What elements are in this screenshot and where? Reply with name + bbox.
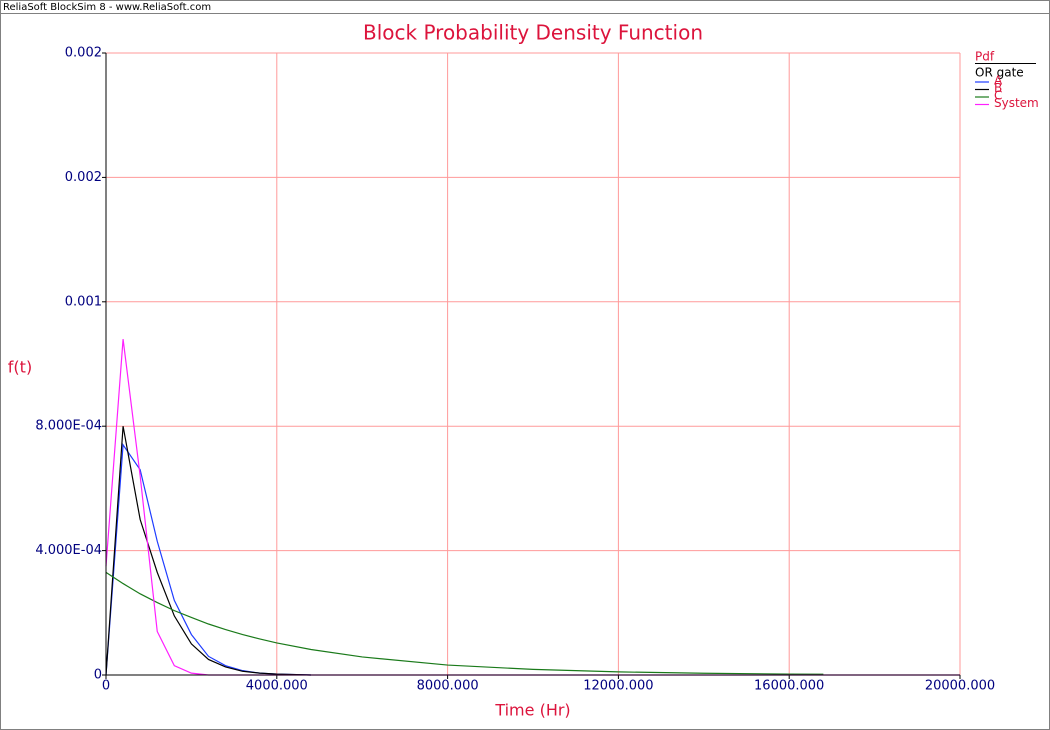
x-tick-label: 12000.000 [583,679,653,694]
legend-label: System [994,96,1039,110]
window-title: ReliaSoft BlockSim 8 - www.ReliaSoft.com [3,2,211,13]
x-tick-label: 0 [102,679,110,694]
x-tick-label: 20000.000 [925,679,995,694]
legend-title: Pdf [975,50,995,64]
y-tick-label: 0.002 [65,46,102,61]
series-line [105,571,824,675]
legend-subtitle: OR gate [975,66,1024,80]
x-axis-label: Time (Hr) [494,701,570,720]
legend-label: B [994,81,1002,95]
x-tick-label: 8000.000 [417,679,479,694]
y-tick-label: 0.002 [65,170,102,185]
y-tick-label: 4.000E-04 [35,543,102,558]
series-line [105,426,311,676]
y-tick-label: 0.001 [65,294,102,309]
y-tick-label: 8.000E-04 [35,419,102,434]
x-tick-label: 4000.000 [246,679,308,694]
legend-label: A [994,74,1003,88]
y-axis-label: f(t) [8,358,32,377]
chart-title: Block Probability Density Function [363,21,703,45]
x-tick-label: 16000.000 [754,679,824,694]
y-tick-label: 0 [94,668,102,683]
legend-label: C [994,89,1002,103]
